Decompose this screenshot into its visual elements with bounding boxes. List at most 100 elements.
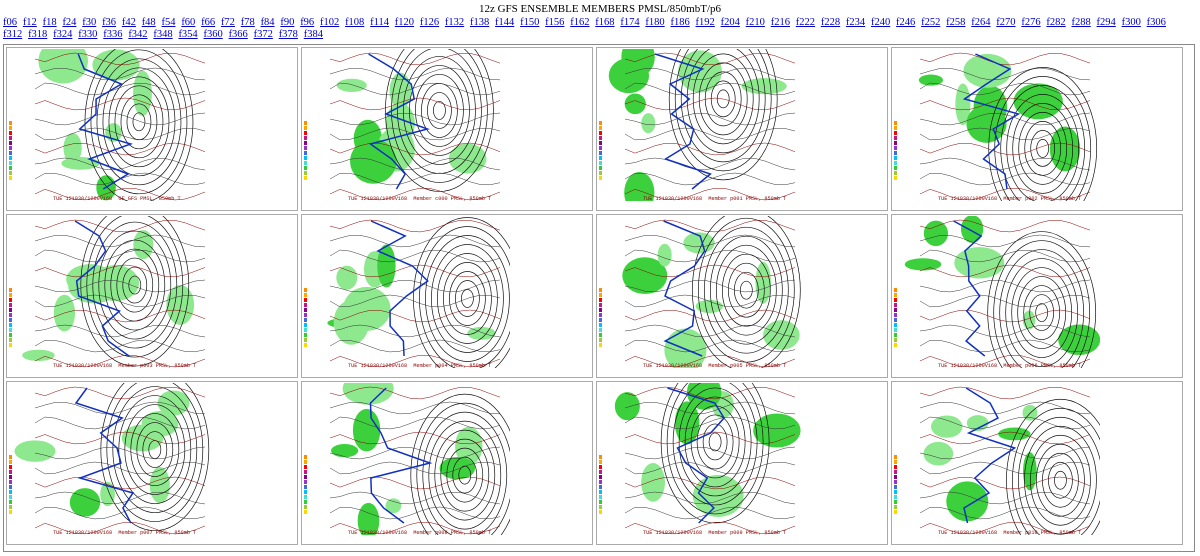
map-shape bbox=[753, 413, 801, 448]
forecast-link[interactable]: f42 bbox=[121, 17, 136, 28]
map-shape bbox=[704, 71, 742, 127]
forecast-link[interactable]: f138 bbox=[469, 17, 490, 28]
forecast-link[interactable]: f216 bbox=[770, 17, 790, 28]
forecast-link[interactable]: f78 bbox=[240, 17, 255, 28]
forecast-link[interactable]: f144 bbox=[495, 17, 515, 28]
forecast-link[interactable]: f234 bbox=[845, 17, 866, 28]
map-shape bbox=[624, 324, 796, 338]
forecast-link[interactable]: f12 bbox=[22, 17, 37, 28]
forecast-link[interactable]: f36 bbox=[102, 17, 117, 28]
forecast-link[interactable]: f156 bbox=[545, 17, 565, 28]
map-shape bbox=[304, 460, 307, 464]
forecast-link[interactable]: f246 bbox=[896, 17, 916, 28]
forecast-link[interactable]: f150 bbox=[520, 17, 540, 28]
forecast-link[interactable]: f366 bbox=[228, 29, 248, 40]
forecast-link[interactable]: f288 bbox=[1071, 17, 1091, 28]
map-shape bbox=[9, 313, 12, 317]
map-shape bbox=[755, 261, 771, 304]
map-shape bbox=[304, 510, 307, 514]
map-shape bbox=[919, 386, 1091, 400]
forecast-link[interactable]: f90 bbox=[280, 17, 295, 28]
forecast-link[interactable]: f318 bbox=[28, 29, 48, 40]
forecast-link[interactable]: f72 bbox=[220, 17, 235, 28]
forecast-link[interactable]: f192 bbox=[695, 17, 715, 28]
map-shape bbox=[9, 303, 12, 307]
forecast-link[interactable]: f324 bbox=[53, 29, 73, 40]
map-shape bbox=[599, 318, 602, 322]
map-shape bbox=[350, 138, 397, 184]
forecast-link[interactable]: f312 bbox=[3, 29, 23, 40]
forecast-link[interactable]: f210 bbox=[745, 17, 765, 28]
map-shape bbox=[9, 475, 12, 479]
forecast-link[interactable]: f240 bbox=[870, 17, 891, 28]
map-shape bbox=[9, 121, 12, 125]
forecast-link[interactable]: f384 bbox=[303, 29, 323, 40]
forecast-link[interactable]: f354 bbox=[178, 29, 198, 40]
map-shape bbox=[74, 220, 130, 357]
forecast-link[interactable]: f336 bbox=[103, 29, 123, 40]
forecast-link[interactable]: f378 bbox=[278, 29, 298, 40]
map-shape bbox=[624, 112, 796, 126]
forecast-link[interactable]: f222 bbox=[795, 17, 816, 28]
forecast-link[interactable]: f270 bbox=[996, 17, 1016, 28]
forecast-link[interactable]: f114 bbox=[370, 17, 389, 28]
forecast-link[interactable]: f30 bbox=[82, 17, 97, 28]
forecast-link[interactable]: f228 bbox=[820, 17, 841, 28]
forecast-link[interactable]: f276 bbox=[1021, 17, 1041, 28]
map-shape bbox=[461, 289, 474, 308]
map-shape bbox=[304, 308, 307, 312]
forecast-link[interactable]: f54 bbox=[161, 17, 176, 28]
forecast-link[interactable]: f258 bbox=[946, 17, 966, 28]
forecast-link[interactable]: f360 bbox=[203, 29, 223, 40]
map-shape bbox=[104, 239, 166, 331]
map-shape bbox=[727, 262, 765, 318]
map-shape bbox=[1011, 267, 1073, 358]
forecast-link[interactable]: f300 bbox=[1121, 17, 1141, 28]
map-shape bbox=[624, 171, 655, 201]
forecast-link[interactable]: f294 bbox=[1096, 17, 1116, 28]
forecast-link[interactable]: f252 bbox=[921, 17, 941, 28]
forecast-link[interactable]: f24 bbox=[62, 17, 77, 28]
forecast-link[interactable]: f372 bbox=[253, 29, 273, 40]
forecast-link[interactable]: f282 bbox=[1046, 17, 1066, 28]
map-shape bbox=[624, 386, 796, 400]
forecast-link[interactable]: f102 bbox=[320, 17, 340, 28]
panel-caption: TUE 121030/1200V168 Member p010 PMSL, 85… bbox=[938, 530, 1082, 536]
map-panel: TUE 121030/1200V168 Member p008 PMSL, 85… bbox=[301, 381, 593, 545]
forecast-link[interactable]: f18 bbox=[42, 17, 57, 28]
map-shape bbox=[624, 157, 796, 171]
forecast-link[interactable]: f96 bbox=[300, 17, 315, 28]
map-shape bbox=[84, 49, 194, 201]
forecast-link[interactable]: f186 bbox=[670, 17, 690, 28]
forecast-link[interactable]: f120 bbox=[394, 17, 415, 28]
forecast-link[interactable]: f66 bbox=[201, 17, 216, 28]
forecast-link[interactable]: f264 bbox=[971, 17, 991, 28]
forecast-link[interactable]: f126 bbox=[419, 17, 440, 28]
forecast-link[interactable]: f108 bbox=[345, 17, 365, 28]
map-shape bbox=[369, 387, 433, 524]
forecast-link[interactable]: f132 bbox=[444, 17, 465, 28]
forecast-link[interactable]: f60 bbox=[181, 17, 196, 28]
forecast-link[interactable]: f84 bbox=[260, 17, 275, 28]
map-shape bbox=[34, 416, 206, 430]
map-shape bbox=[1018, 416, 1100, 535]
map-panel: TUE 121030/1200V168 Member p004 PMSL, 85… bbox=[301, 214, 593, 378]
forecast-link[interactable]: f180 bbox=[645, 17, 665, 28]
forecast-link[interactable]: f168 bbox=[595, 17, 615, 28]
forecast-link[interactable]: f342 bbox=[128, 29, 148, 40]
map-shape bbox=[80, 216, 190, 367]
map-shape bbox=[1048, 461, 1073, 499]
forecast-link[interactable]: f06 bbox=[3, 17, 17, 28]
forecast-link[interactable]: f48 bbox=[141, 17, 156, 28]
forecast-link[interactable]: f162 bbox=[570, 17, 590, 28]
forecast-link[interactable]: f174 bbox=[620, 17, 640, 28]
map-shape bbox=[9, 136, 12, 140]
forecast-link[interactable]: f204 bbox=[720, 17, 740, 28]
forecast-link[interactable]: f330 bbox=[78, 29, 98, 40]
map-shape bbox=[132, 112, 146, 132]
map-shape bbox=[678, 50, 722, 93]
map-shape bbox=[624, 52, 796, 66]
forecast-link[interactable]: f348 bbox=[153, 29, 173, 40]
map-shape bbox=[9, 343, 12, 347]
forecast-link[interactable]: f306 bbox=[1146, 17, 1166, 28]
